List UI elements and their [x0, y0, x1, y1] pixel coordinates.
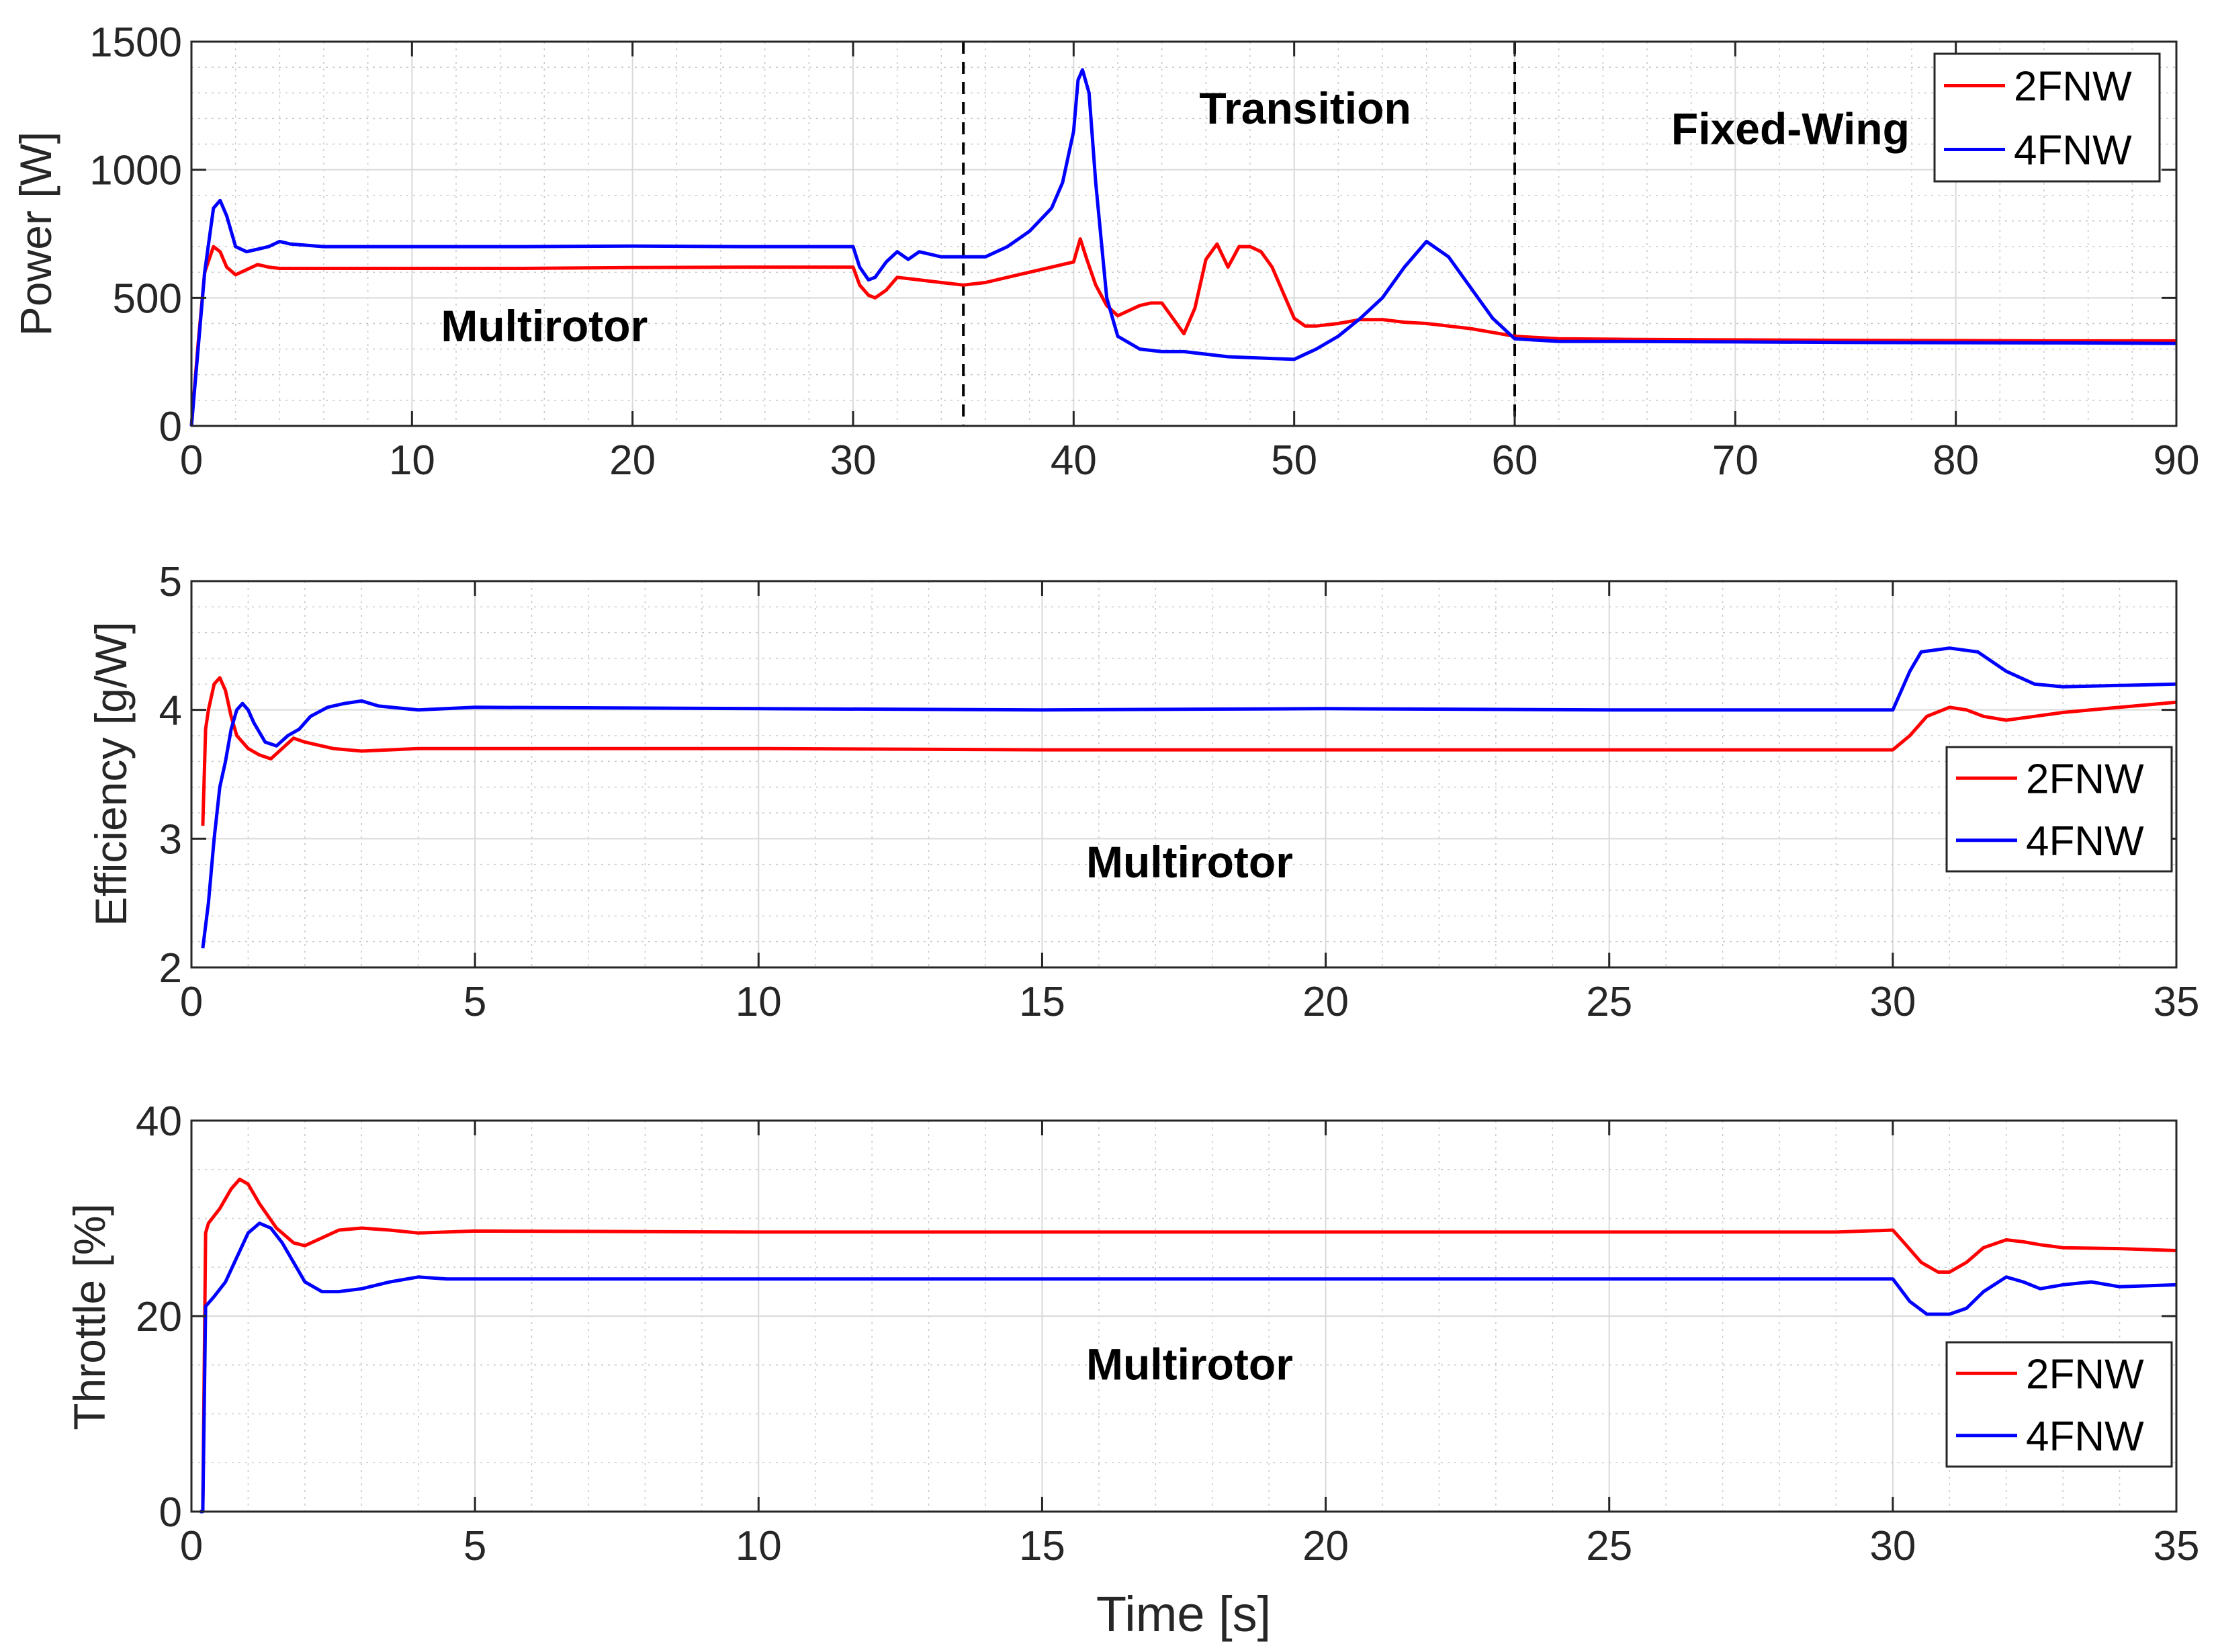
efficiency-chart: 0 5 10 15 20 25 30 35 2 3 4 5 Efficiency [g/W] Mul… [86, 559, 2199, 1025]
power-chart: 0 10 20 30 40 50 60 70 80 90 0 500 1000 1500 Power [… [11, 19, 2199, 484]
power-plot-area [191, 42, 2176, 426]
power-x-tick-label: 0 [180, 437, 203, 484]
efficiency-x-tick-label: 0 [180, 979, 203, 1025]
power-x-tick-label: 30 [830, 437, 877, 484]
efficiency-axes-frame [190, 580, 2178, 969]
power-x-tick-label: 70 [1712, 437, 1759, 484]
efficiency-x-tick-labels: 0 5 10 15 20 25 30 35 [180, 581, 2200, 1025]
throttle-chart: 0 5 10 15 20 25 30 35 0 20 40 Throttle [%] Time [… [64, 1098, 2199, 1642]
efficiency-x-tick-label: 5 [463, 979, 486, 1025]
series-line-2fnw [189, 237, 2176, 427]
power-y-axis-label: Power [W] [11, 132, 60, 336]
efficiency-y-tick-labels: 2 3 4 5 [159, 559, 2176, 992]
annotation-multirotor: Multirotor [1086, 1340, 1293, 1389]
series-line-4fnw [201, 646, 2177, 949]
throttle-y-tick-label: 40 [136, 1098, 182, 1145]
power-series [189, 68, 2177, 427]
throttle-x-tick-label: 25 [1586, 1523, 1632, 1569]
efficiency-x-tick-label: 35 [2154, 979, 2200, 1025]
throttle-x-tick-labels: 0 5 10 15 20 25 30 35 [180, 1121, 2200, 1569]
power-phase-boundaries [962, 42, 1516, 426]
efficiency-y-tick-label: 2 [159, 945, 182, 992]
throttle-y-tick-label: 20 [136, 1294, 182, 1340]
annotation-multirotor: Multirotor [1086, 837, 1293, 887]
annotation-multirotor: Multirotor [441, 301, 648, 351]
legend-label-4fnw: 4FNW [2026, 818, 2144, 865]
power-legend-box [1933, 52, 2161, 183]
efficiency-series [201, 646, 2177, 949]
efficiency-y-axis-label: Efficiency [g/W] [86, 621, 136, 926]
power-y-tick-label: 1500 [89, 19, 182, 66]
efficiency-x-tick-label: 20 [1302, 979, 1349, 1025]
annotation-transition: Transition [1199, 83, 1411, 133]
power-y-tick-label: 1000 [89, 148, 182, 194]
throttle-legend: 2FNW 4FNW [1945, 1341, 2173, 1468]
efficiency-legend: 2FNW 4FNW [1945, 746, 2173, 873]
efficiency-y-tick-label: 5 [159, 559, 182, 605]
power-x-tick-label: 80 [1933, 437, 1979, 484]
efficiency-y-tick-label: 4 [159, 688, 182, 734]
power-x-tick-label: 90 [2154, 437, 2200, 484]
series-line-2fnw [201, 676, 2177, 826]
throttle-x-tick-label: 5 [463, 1523, 486, 1569]
throttle-x-tick-label: 10 [736, 1523, 782, 1569]
power-x-tick-labels: 0 10 20 30 40 50 60 70 80 90 [180, 42, 2200, 484]
series-line-4fnw [189, 68, 2177, 427]
time-x-axis-label: Time [s] [1096, 1586, 1271, 1642]
annotation-fixed-wing: Fixed-Wing [1671, 104, 1910, 154]
power-y-tick-label: 500 [113, 275, 182, 322]
power-annotations: Multirotor Transition Fixed-Wing [441, 83, 1910, 351]
power-x-tick-label: 10 [389, 437, 435, 484]
legend-label-2fnw: 2FNW [2026, 756, 2144, 802]
series-line-2fnw [201, 1177, 2177, 1512]
throttle-x-tick-label: 0 [180, 1523, 203, 1569]
power-legend: 2FNW 4FNW [1933, 52, 2161, 183]
throttle-y-tick-labels: 0 20 40 [136, 1098, 2176, 1536]
throttle-x-tick-label: 15 [1019, 1523, 1065, 1569]
throttle-series [200, 1177, 2177, 1514]
throttle-legend-box [1945, 1341, 2173, 1468]
power-x-tick-label: 60 [1492, 437, 1538, 484]
efficiency-x-tick-label: 10 [736, 979, 782, 1025]
efficiency-plot-area [191, 581, 2176, 967]
power-x-tick-label: 20 [609, 437, 656, 484]
power-x-tick-label: 50 [1271, 437, 1317, 484]
power-y-tick-labels: 0 500 1000 1500 [89, 19, 2176, 450]
series-line-4fnw [200, 1221, 2177, 1514]
efficiency-y-tick-label: 3 [159, 816, 182, 863]
throttle-x-tick-label: 35 [2154, 1523, 2200, 1569]
efficiency-x-tick-label: 25 [1586, 979, 1632, 1025]
efficiency-annotations: Multirotor [1086, 837, 1293, 887]
throttle-annotations: Multirotor [1086, 1340, 1293, 1389]
power-x-tick-label: 40 [1051, 437, 1097, 484]
throttle-x-tick-label: 30 [1869, 1523, 1916, 1569]
efficiency-legend-box [1945, 746, 2173, 873]
efficiency-x-tick-label: 15 [1019, 979, 1065, 1025]
power-y-tick-label: 0 [159, 404, 182, 450]
throttle-x-tick-label: 20 [1302, 1523, 1349, 1569]
legend-label-2fnw: 2FNW [2026, 1351, 2144, 1397]
throttle-y-tick-label: 0 [159, 1489, 182, 1536]
efficiency-x-tick-label: 30 [1869, 979, 1916, 1025]
legend-label-2fnw: 2FNW [2014, 64, 2132, 110]
legend-label-4fnw: 4FNW [2026, 1414, 2144, 1460]
throttle-y-axis-label: Throttle [%] [64, 1203, 114, 1430]
power-axes-frame [190, 40, 2178, 427]
legend-label-4fnw: 4FNW [2014, 128, 2132, 174]
